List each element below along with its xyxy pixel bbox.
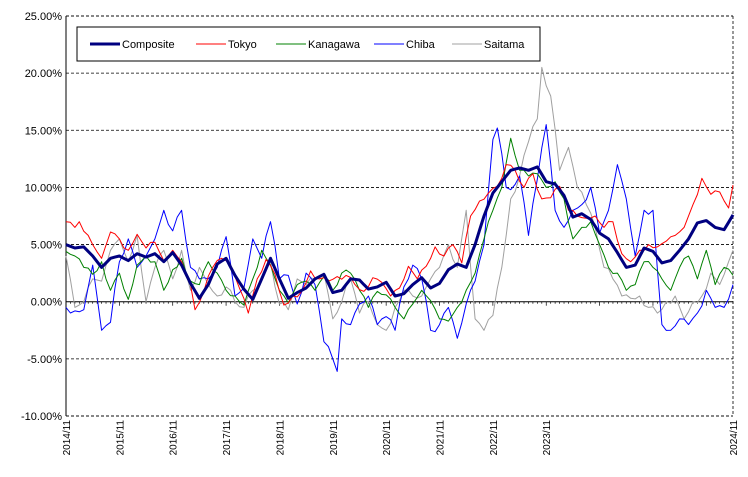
y-tick-label: 10.00%	[25, 182, 63, 194]
x-tick-label: 2014/11	[62, 420, 73, 456]
x-tick-label: 2018/11	[275, 420, 286, 456]
legend-label-composite: Composite	[122, 39, 175, 51]
y-tick-label: 25.00%	[25, 11, 63, 23]
series-line-saitama	[65, 66, 734, 331]
series-lines	[65, 66, 735, 372]
x-tick-label: 2020/11	[382, 420, 393, 456]
legend-label-chiba: Chiba	[406, 39, 436, 51]
series-line-kanagawa	[65, 137, 734, 322]
x-tick-label: 2023/11	[542, 420, 553, 456]
x-tick-label: 2021/11	[436, 420, 447, 456]
x-tick-label: 2016/11	[169, 420, 180, 456]
x-tick-label: 2017/11	[222, 420, 233, 456]
y-tick-label: 15.00%	[25, 125, 63, 137]
legend: Composite Tokyo Kanagawa Chiba Saitama	[76, 26, 541, 62]
y-tick-label: -5.00%	[27, 354, 62, 366]
y-tick-label: -10.00%	[21, 411, 62, 423]
y-tick-label: 20.00%	[25, 68, 63, 80]
legend-label-kanagawa: Kanagawa	[308, 39, 361, 51]
y-tick-label: 0.00%	[31, 297, 62, 309]
legend-label-saitama: Saitama	[484, 39, 525, 51]
x-tick-label: 2015/11	[115, 420, 126, 456]
y-tick-label: 5.00%	[31, 240, 62, 252]
series-line-tokyo	[65, 164, 734, 314]
x-tick-label: 2022/11	[489, 420, 500, 456]
legend-label-tokyo: Tokyo	[228, 39, 257, 51]
series-line-composite	[65, 165, 735, 301]
series-line-chiba	[65, 124, 734, 372]
axes: -10.00% -5.00% 0.00% 5.00% 10.00% 15.00% 20.00…	[21, 11, 740, 455]
x-tick-label: 2019/11	[329, 420, 340, 456]
x-tick-label: 2024/11	[729, 420, 740, 456]
